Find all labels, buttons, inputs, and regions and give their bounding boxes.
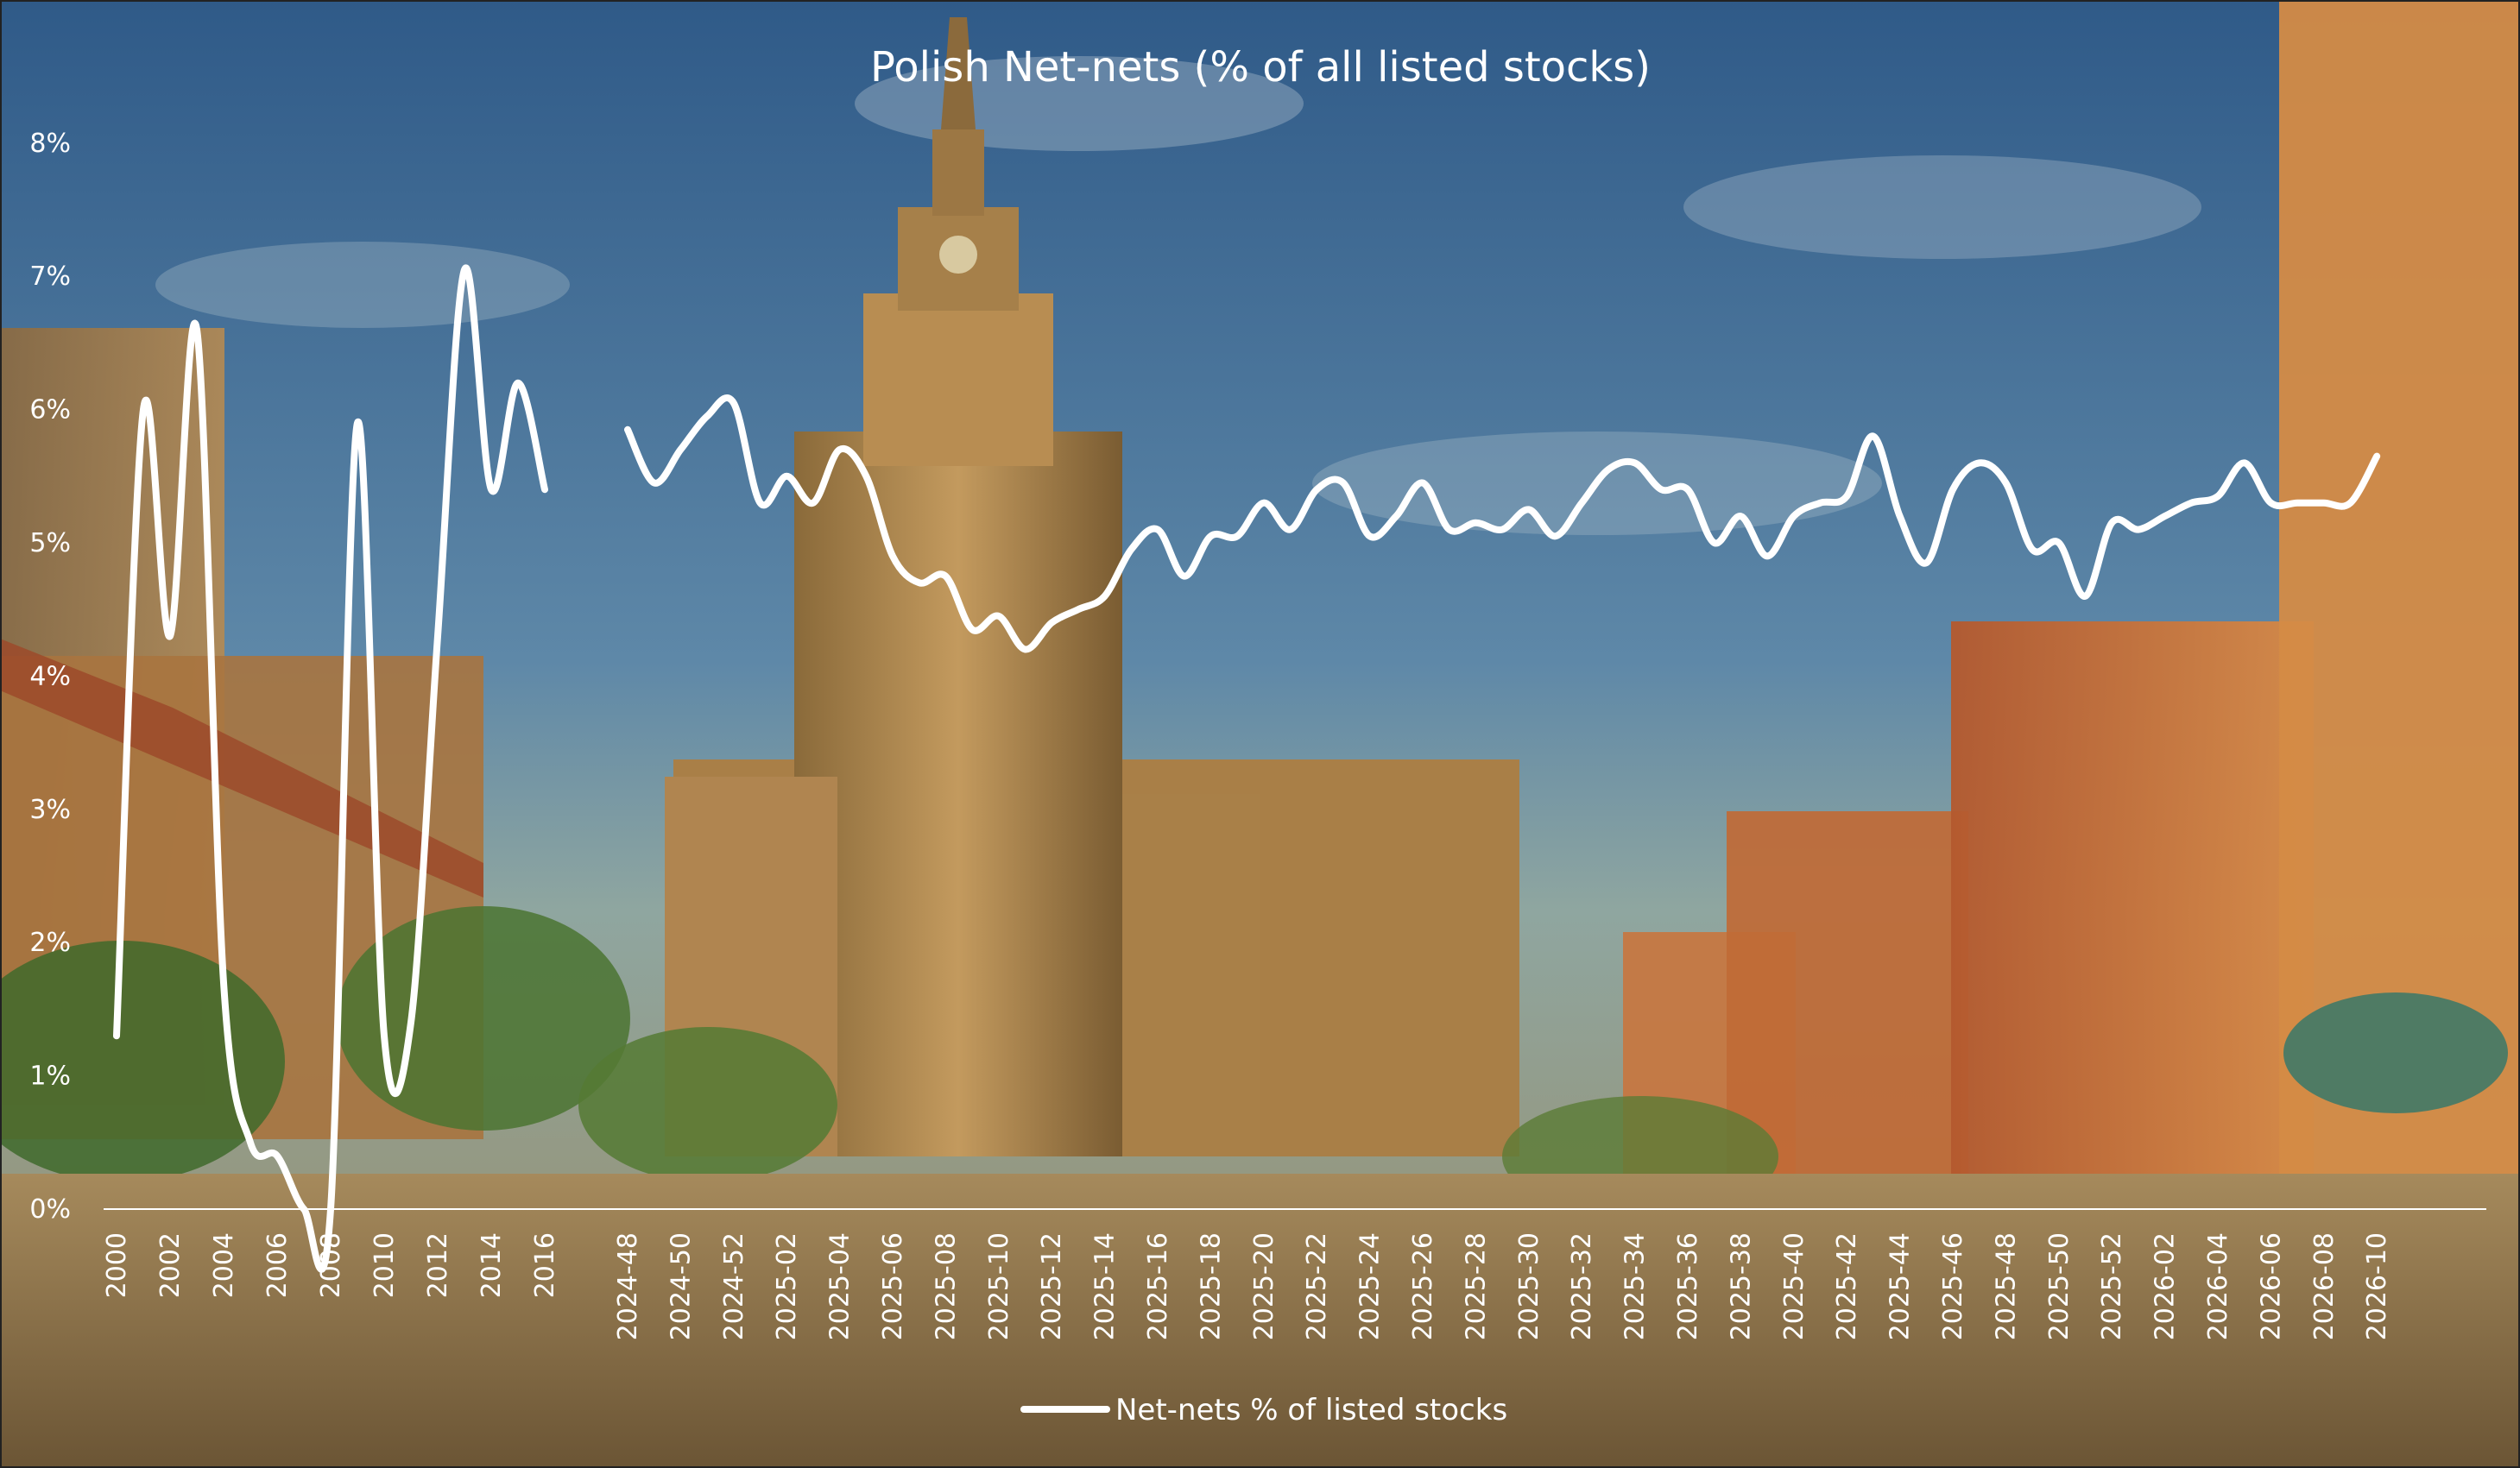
x-tick-label: 2024-48 <box>613 1232 643 1340</box>
x-tick-label: 2025-10 <box>984 1232 1014 1340</box>
x-tick-label: 2025-20 <box>1249 1232 1279 1340</box>
x-tick-label: 2014 <box>477 1232 507 1298</box>
right-building-mid <box>1951 621 2314 1208</box>
x-tick-label: 2026-10 <box>2362 1232 2392 1340</box>
x-tick-label: 2010 <box>369 1232 400 1298</box>
kiosk-dome <box>2283 992 2508 1113</box>
x-tick-label: 2024-52 <box>719 1232 749 1340</box>
x-tick-label: 2025-42 <box>1832 1232 1862 1340</box>
x-tick-label: 2025-50 <box>2044 1232 2075 1340</box>
x-tick-label: 2025-46 <box>1938 1232 1968 1340</box>
y-tick-label: 5% <box>29 528 71 558</box>
x-tick-label: 2026-08 <box>2309 1232 2340 1340</box>
cloud <box>1683 155 2201 259</box>
cloud <box>155 242 570 328</box>
x-tick-label: 2024-50 <box>666 1232 696 1340</box>
legend: Net-nets % of listed stocks <box>1020 1393 1507 1427</box>
x-tick-label: 2004 <box>209 1232 239 1298</box>
x-tick-label: 2025-26 <box>1408 1232 1438 1340</box>
x-tick-label: 2025-44 <box>1885 1232 1916 1340</box>
y-tick-label: 4% <box>29 661 71 691</box>
x-tick-label: 2025-48 <box>1991 1232 2021 1340</box>
x-tick-label: 2025-02 <box>772 1232 802 1340</box>
x-tick-label: 2025-12 <box>1037 1232 1067 1340</box>
x-tick-label: 2025-14 <box>1090 1232 1121 1340</box>
x-tick-label: 2002 <box>155 1232 186 1298</box>
plaza-ground <box>0 1174 2520 1468</box>
tree <box>0 941 285 1182</box>
x-tick-label: 2025-04 <box>825 1232 856 1340</box>
left-roof <box>0 639 483 898</box>
x-tick-label: 2026-06 <box>2256 1232 2286 1340</box>
x-tick-label: 2025-24 <box>1355 1232 1386 1340</box>
x-tick-label: 2026-04 <box>2203 1232 2233 1340</box>
x-tick-label: 2025-08 <box>931 1232 961 1340</box>
y-tick-label: 1% <box>29 1062 71 1092</box>
y-tick-label: 7% <box>29 261 71 292</box>
x-tick-label: 2025-22 <box>1302 1232 1332 1340</box>
x-tick-label: 2025-52 <box>2097 1232 2127 1340</box>
legend-label: Net-nets % of listed stocks <box>1115 1393 1507 1427</box>
y-tick-label: 0% <box>29 1194 71 1225</box>
right-building <box>1727 811 1968 1191</box>
x-tick-label: 2012 <box>423 1232 453 1298</box>
x-tick-label: 2025-30 <box>1514 1232 1544 1340</box>
x-tick-label: 2025-06 <box>878 1232 908 1340</box>
series-layer <box>113 264 2381 1273</box>
x-tick-label: 2025-32 <box>1567 1232 1597 1340</box>
x-tick-label: 2025-34 <box>1620 1232 1651 1340</box>
tree <box>578 1027 837 1182</box>
series-line <box>624 394 2381 653</box>
series-line <box>113 264 548 1273</box>
x-axis: 2000 2002 2004 2006 2008 2010 2012 2014 2016 2024… <box>102 1232 2392 1340</box>
chart-title: Polish Net-nets (% of all listed stocks) <box>870 43 1651 91</box>
x-tick-label: 2006 <box>262 1232 293 1298</box>
tree <box>337 906 630 1131</box>
x-tick-label: 2026-02 <box>2151 1232 2181 1340</box>
x-tick-label: 2016 <box>530 1232 560 1298</box>
y-tick-label: 8% <box>29 129 71 159</box>
y-tick-label: 2% <box>29 928 71 958</box>
x-tick-label: 2025-40 <box>1779 1232 1809 1340</box>
x-tick-label: 2000 <box>102 1232 132 1298</box>
y-tick-label: 6% <box>29 395 71 425</box>
x-tick-label: 2025-36 <box>1673 1232 1703 1340</box>
x-tick-label: 2025-16 <box>1143 1232 1173 1340</box>
x-tick-label: 2025-18 <box>1196 1232 1226 1340</box>
x-tick-label: 2025-28 <box>1461 1232 1491 1340</box>
y-axis: 0% 1% 2% 3% 4% 5% 6% 7% 8% <box>29 129 71 1225</box>
y-tick-label: 3% <box>29 795 71 825</box>
x-tick-label: 2025-38 <box>1726 1232 1756 1340</box>
